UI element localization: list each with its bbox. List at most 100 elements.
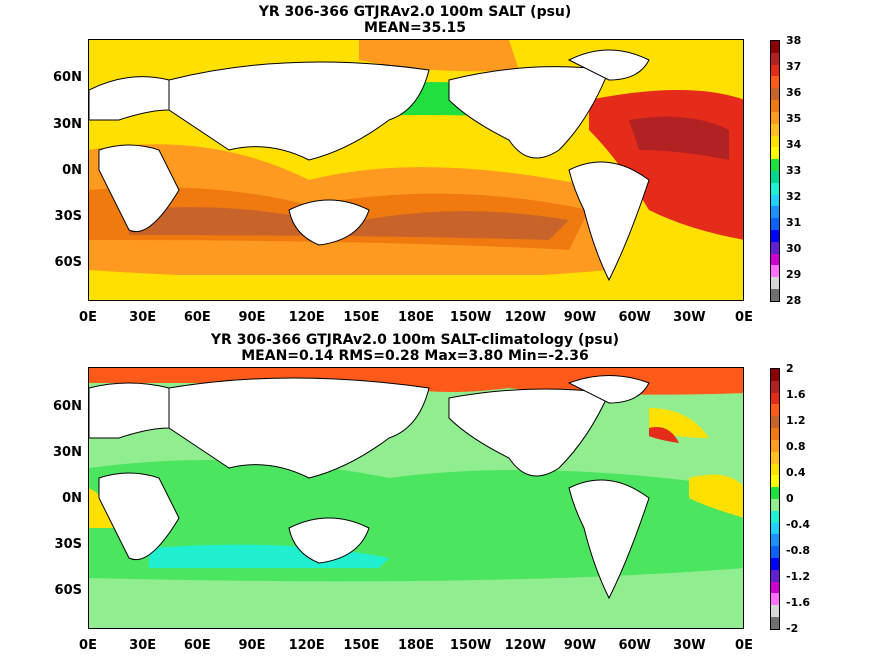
panel_top-colorbar-label-1: 37	[786, 60, 802, 73]
top-ylab-30s: 30S	[54, 209, 82, 224]
panel_bottom-colorbar-swatch-14	[771, 534, 779, 547]
bottom-ylab-60s: 60S	[54, 583, 82, 598]
panel_bottom-colorbar-swatch-9	[771, 475, 779, 488]
panel_top-colorbar-swatch-18	[771, 253, 779, 266]
bottom-xlab-3: 90E	[238, 638, 266, 653]
panel_top-colorbar-label-0: 38	[786, 34, 802, 47]
panel_bottom-colorbar-swatch-15	[771, 546, 779, 558]
panel_bottom-colorbar-swatch-4	[771, 416, 779, 429]
panel_bottom-colorbar-swatch-10	[771, 487, 779, 499]
panel_top-colorbar-swatch-11	[771, 170, 779, 183]
bottom-ylab-30n: 30N	[53, 445, 82, 460]
bottom-colorbar	[770, 368, 780, 630]
top-colorbar	[770, 40, 780, 302]
panel_top-colorbar-swatch-13	[771, 194, 779, 207]
panel_bottom-colorbar-swatch-20	[771, 605, 779, 618]
panel_top-colorbar-label-2: 36	[786, 86, 802, 99]
top-xlab-2: 60E	[183, 310, 211, 325]
panel_top-colorbar-label-3: 35	[786, 112, 802, 125]
panel_top-colorbar-swatch-10	[771, 159, 779, 171]
panel_bottom-colorbar-swatch-3	[771, 404, 779, 417]
panel_top-colorbar-label-5: 33	[786, 164, 802, 177]
panel_top-colorbar-swatch-7	[771, 123, 779, 136]
panel_top-colorbar-swatch-16	[771, 230, 779, 242]
panel_bottom-colorbar-label-4: 0.4	[786, 466, 806, 479]
panel_bottom-colorbar-label-6: -0.4	[786, 518, 811, 531]
panel_bottom-colorbar-label-10: -2	[786, 622, 799, 635]
top-ylab-60s: 60S	[54, 255, 82, 270]
top-salinity-map	[88, 39, 744, 301]
top-xlab-6: 180E	[397, 310, 435, 325]
bottom-title-line2: MEAN=0.14 RMS=0.28 Max=3.80 Min=-2.36	[241, 348, 589, 364]
panel_top-colorbar-label-8: 30	[786, 242, 802, 255]
panel_top-colorbar-label-9: 29	[786, 268, 802, 281]
bottom-xlab-5: 150E	[343, 638, 380, 653]
panel_bottom-colorbar-swatch-18	[771, 581, 779, 594]
bottom-anomaly-map	[88, 367, 744, 629]
panel_bottom-colorbar-label-5: 0	[786, 492, 794, 505]
panel_top-colorbar-swatch-17	[771, 241, 779, 254]
top-xlab-11: 30W	[673, 310, 706, 325]
panel_bottom-colorbar-swatch-2	[771, 392, 779, 405]
panel_top-colorbar-swatch-21	[771, 289, 779, 301]
bottom-ylab-30s: 30S	[54, 537, 82, 552]
panel_bottom-colorbar-swatch-11	[771, 498, 779, 511]
bottom-xlab-6: 180E	[397, 638, 435, 653]
panel_bottom-colorbar-label-9: -1.6	[786, 596, 811, 609]
panel_top-colorbar-label-6: 32	[786, 190, 802, 203]
top-ylab-60n: 60N	[53, 70, 82, 85]
panel_top-colorbar-swatch-6	[771, 111, 779, 124]
top-xlab-4: 120E	[288, 310, 325, 325]
panel_bottom-colorbar-swatch-19	[771, 593, 779, 606]
top-ylab-30n: 30N	[53, 117, 82, 132]
panel_bottom-colorbar-label-0: 2	[786, 362, 794, 375]
panel_top-colorbar-swatch-15	[771, 218, 779, 230]
top-xlab-10: 60W	[618, 310, 651, 325]
panel_bottom-colorbar-swatch-0	[771, 369, 779, 381]
top-xlab-12: 0E	[735, 310, 753, 325]
panel_bottom-colorbar-swatch-7	[771, 451, 779, 464]
panel_top-colorbar-swatch-19	[771, 265, 779, 278]
top-xlab-9: 90W	[563, 310, 597, 325]
top-xlab-5: 150E	[343, 310, 380, 325]
bottom-title-line1: YR 306-366 GTJRAv2.0 100m SALT-climatolo…	[210, 332, 620, 348]
panel_bottom-colorbar-swatch-5	[771, 428, 779, 440]
top-xlab-1: 30E	[129, 310, 157, 325]
bottom-ylab-0n: 0N	[62, 491, 82, 506]
top-title-line1: YR 306-366 GTJRAv2.0 100m SALT (psu)	[258, 4, 572, 20]
panel_top-colorbar-swatch-20	[771, 277, 779, 290]
bottom-xlab-8: 120W	[504, 638, 547, 653]
panel_bottom-colorbar-label-2: 1.2	[786, 414, 806, 427]
panel_bottom-colorbar-label-8: -1.2	[786, 570, 811, 583]
top-xlab-3: 90E	[238, 310, 266, 325]
panel_top-colorbar-swatch-14	[771, 206, 779, 219]
panel_bottom-colorbar-swatch-8	[771, 463, 779, 476]
panel_bottom-colorbar-label-7: -0.8	[786, 544, 811, 557]
panel_top-colorbar-swatch-3	[771, 76, 779, 89]
bottom-xlab-12: 0E	[735, 638, 753, 653]
bottom-xlab-0: 0E	[79, 638, 97, 653]
panel_top-colorbar-label-7: 31	[786, 216, 802, 229]
panel_bottom-colorbar-label-3: 0.8	[786, 440, 806, 453]
panel_top-colorbar-label-10: 28	[786, 294, 802, 307]
panel_bottom-colorbar-swatch-13	[771, 522, 779, 535]
top-title-line2: MEAN=35.15	[363, 20, 467, 36]
panel_top-colorbar-swatch-4	[771, 88, 779, 101]
top-xlab-7: 150W	[449, 310, 492, 325]
panel_top-colorbar-swatch-12	[771, 182, 779, 195]
panel_bottom-colorbar-swatch-17	[771, 569, 779, 582]
panel_top-colorbar-swatch-8	[771, 135, 779, 148]
bottom-xlab-7: 150W	[449, 638, 492, 653]
bottom-xlab-10: 60W	[618, 638, 651, 653]
panel_top-colorbar-swatch-2	[771, 64, 779, 77]
bottom-xlab-4: 120E	[288, 638, 325, 653]
bottom-xlab-1: 30E	[129, 638, 157, 653]
top-xlab-8: 120W	[504, 310, 547, 325]
bottom-xlab-2: 60E	[183, 638, 211, 653]
panel_bottom-colorbar-swatch-1	[771, 380, 779, 393]
bottom-xlab-9: 90W	[563, 638, 597, 653]
panel_top-colorbar-swatch-9	[771, 147, 779, 160]
panel_bottom-colorbar-swatch-21	[771, 617, 779, 629]
top-xlab-0: 0E	[79, 310, 97, 325]
panel_bottom-colorbar-swatch-16	[771, 558, 779, 570]
